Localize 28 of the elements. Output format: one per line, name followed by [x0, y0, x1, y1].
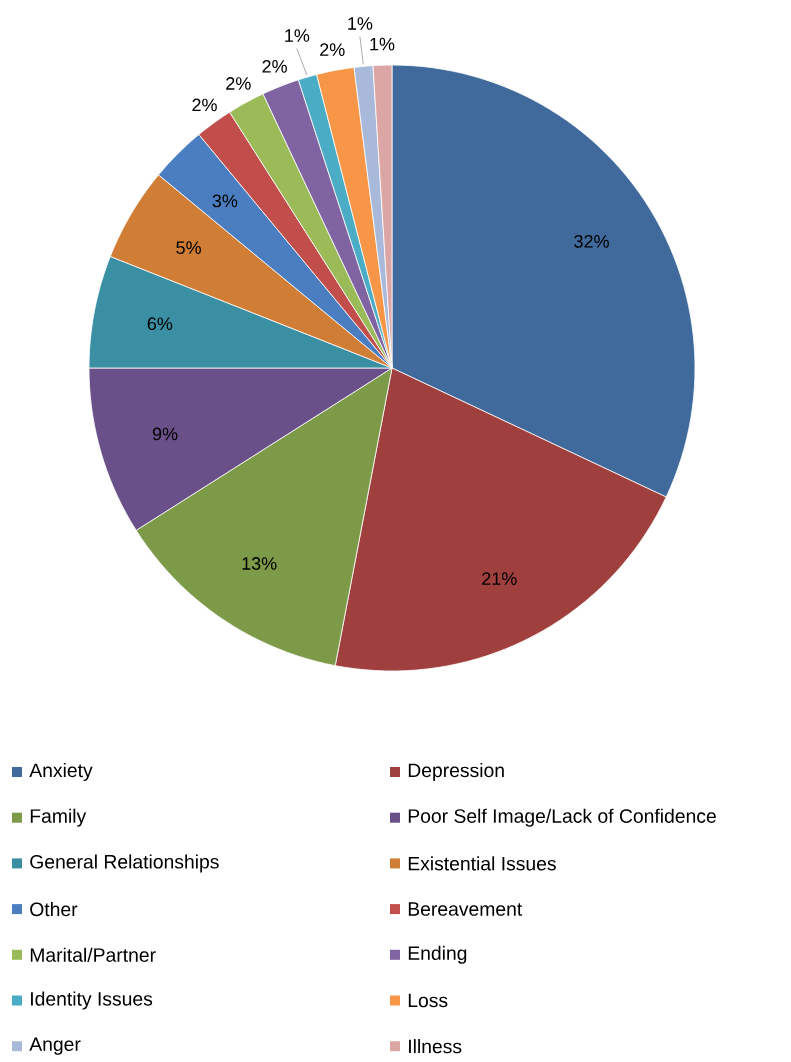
legend-label: Depression: [408, 762, 504, 782]
data-label: 32%: [574, 234, 609, 248]
data-label: 2%: [262, 60, 287, 73]
legend-label: Anxiety: [29, 762, 93, 782]
legend-label: Ending: [408, 945, 467, 964]
legend-label: Marital/Partner: [30, 947, 156, 962]
data-label: 6%: [147, 317, 173, 331]
legend-label: Loss: [408, 993, 448, 1008]
legend-label: Family: [30, 808, 87, 827]
legend-label: General Relationships: [30, 854, 219, 873]
data-label: 9%: [152, 427, 178, 441]
data-label: 1%: [285, 29, 310, 42]
legend-label: Illness: [409, 1039, 462, 1054]
legend-label: Anger: [29, 1037, 81, 1055]
data-label: 1%: [370, 37, 395, 51]
legend-label: Bereavement: [408, 902, 523, 916]
legend-label: Identity Issues: [31, 991, 153, 1010]
data-label: 2%: [192, 98, 217, 112]
legend-label: Other: [30, 902, 78, 917]
data-label: 2%: [320, 43, 345, 56]
data-label: 3%: [212, 194, 238, 208]
data-label: 21%: [482, 572, 517, 585]
data-label: 5%: [176, 241, 201, 255]
legend-label: Existential Issues: [408, 856, 556, 871]
data-label: 13%: [242, 557, 277, 570]
data-label: 1%: [348, 17, 373, 30]
legend-label: Poor Self Image/Lack of Confidence: [408, 808, 716, 827]
data-label: 2%: [226, 77, 251, 90]
